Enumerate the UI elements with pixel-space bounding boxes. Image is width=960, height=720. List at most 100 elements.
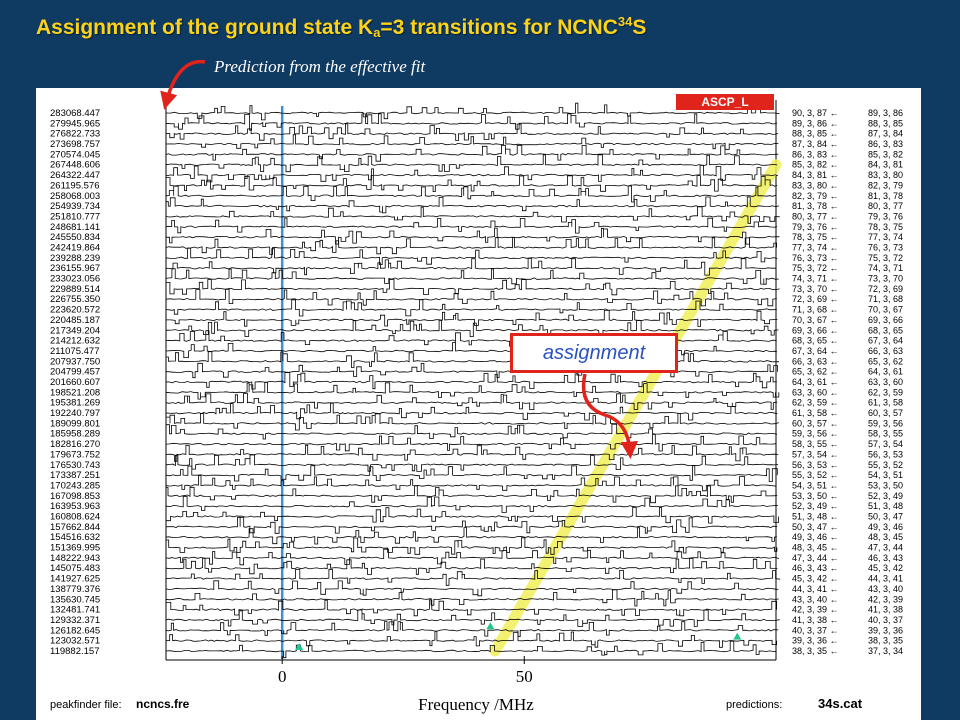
trace-lower-qn-label: 66, 3, 63 ← [792,356,839,366]
trace-frequency-label: 236155.967 [50,263,100,274]
trace-upper-qn-label: 42, 3, 39 [868,594,903,604]
spectrum-trace [165,485,778,504]
spectrum-trace [165,631,777,648]
trace-lower-qn-label: 84, 3, 81 ← [792,170,839,180]
trace-frequency-label: 163953.963 [50,501,100,512]
spectrum-trace [165,320,779,337]
predictions-label: predictions: [726,699,782,711]
spectrum-trace [165,402,778,421]
trace-frequency-label: 148222.943 [50,553,100,564]
trace-upper-qn-label: 62, 3, 59 [868,387,903,397]
trace-lower-qn-label: 50, 3, 47 ← [792,522,839,532]
spectrum-trace [165,257,777,276]
trace-upper-qn-label: 75, 3, 72 [868,253,903,263]
trace-frequency-label: 264322.447 [50,170,100,181]
peakfinder-file-value: ncncs.fre [136,697,190,711]
trace-lower-qn-label: 70, 3, 67 ← [792,315,839,325]
trace-lower-qn-label: 90, 3, 87 ← [792,108,839,118]
trace-upper-qn-label: 59, 3, 56 [868,418,903,428]
trace-upper-qn-label: 56, 3, 53 [868,449,903,459]
trace-upper-qn-label: 71, 3, 68 [868,294,903,304]
slide-title: Assignment of the ground state Ka=3 tran… [36,14,646,40]
spectrum-trace [165,537,778,555]
trace-upper-qn-label: 48, 3, 45 [868,532,903,542]
trace-frequency-label: 154516.632 [50,532,100,543]
spectrum-trace [165,434,777,452]
trace-lower-qn-label: 78, 3, 75 ← [792,232,839,242]
title-superscript: 34 [617,14,633,29]
trace-lower-qn-label: 51, 3, 48 ← [792,512,839,522]
trace-lower-qn-label: 81, 3, 78 ← [792,201,839,211]
trace-upper-qn-label: 52, 3, 49 [868,491,903,501]
trace-upper-qn-label: 51, 3, 48 [868,501,903,511]
trace-upper-qn-label: 67, 3, 64 [868,336,903,346]
trace-upper-qn-label: 46, 3, 43 [868,553,903,563]
spectrum-trace [165,609,780,627]
trace-upper-qn-label: 57, 3, 54 [868,439,903,449]
spectrum-trace [165,496,779,513]
trace-upper-qn-label: 55, 3, 52 [868,460,903,470]
spectrum-trace [165,279,780,296]
peak-marker [733,632,742,640]
trace-frequency-label: 226755.350 [50,294,100,305]
trace-frequency-label: 214212.632 [50,336,100,347]
spectrum-trace [165,444,779,462]
spectrum-trace [165,289,777,307]
title-subscript: a [373,25,381,40]
title-text-post: S [632,16,647,39]
trace-frequency-label: 141927.625 [50,574,100,585]
trace-lower-qn-label: 65, 3, 62 ← [792,367,839,377]
trace-upper-qn-label: 89, 3, 86 [868,108,903,118]
trace-frequency-label: 270574.045 [50,149,100,160]
spectrum-trace [165,164,779,183]
trace-lower-qn-label: 64, 3, 61 ← [792,377,839,387]
spectrum-trace [165,362,778,379]
spectrum-trace [165,516,778,534]
trace-upper-qn-label: 78, 3, 75 [868,222,903,232]
assignment-band [489,159,782,657]
trace-lower-qn-label: 88, 3, 85 ← [792,129,839,139]
trace-lower-qn-label: 76, 3, 73 ← [792,253,839,263]
spectrum-trace [165,175,778,192]
trace-lower-qn-label: 89, 3, 86 ← [792,118,839,128]
trace-upper-qn-label: 66, 3, 63 [868,346,903,356]
trace-upper-qn-label: 70, 3, 67 [868,305,903,315]
spectrum-trace [165,247,778,265]
trace-lower-qn-label: 62, 3, 59 ← [792,398,839,408]
trace-lower-qn-label: 43, 3, 40 ← [792,594,839,604]
trace-upper-qn-label: 38, 3, 35 [868,636,903,646]
trace-frequency-label: 242419.864 [50,243,100,254]
spectrum-trace [166,310,778,327]
trace-upper-qn-label: 39, 3, 36 [868,625,903,635]
trace-lower-qn-label: 40, 3, 37 ← [792,625,839,635]
trace-upper-qn-label: 83, 3, 80 [868,170,903,180]
trace-upper-qn-label: 37, 3, 34 [868,646,903,656]
trace-lower-qn-label: 42, 3, 39 ← [792,605,839,615]
spectrum-trace [165,372,777,390]
trace-frequency-label: 248681.141 [50,222,100,233]
trace-upper-qn-label: 68, 3, 65 [868,325,903,335]
spectrum-trace [165,206,780,224]
predictions-value: 34s.cat [818,696,863,711]
trace-frequency-label: 135630.745 [50,594,100,605]
spectrum-trace [165,382,780,400]
trace-frequency-label: 276822.733 [50,129,100,140]
spectrum-trace [165,589,779,607]
trace-frequency-label: 182816.270 [50,439,100,450]
trace-lower-qn-label: 61, 3, 58 ← [792,408,839,418]
spectrum-trace [165,134,779,150]
spectrum-trace [165,113,778,131]
spectrum-trace [165,506,779,524]
trace-lower-qn-label: 54, 3, 51 ← [792,480,839,490]
trace-frequency-label: 195381.269 [50,398,100,409]
spectrum-trace [165,454,779,472]
trace-lower-qn-label: 74, 3, 71 ← [792,274,839,284]
trace-frequency-label: 123032.571 [50,636,100,647]
trace-frequency-label: 185958.289 [50,429,100,440]
trace-frequency-label: 267448.606 [50,160,100,171]
trace-lower-qn-label: 82, 3, 79 ← [792,191,839,201]
trace-frequency-label: 254939.734 [50,201,100,212]
trace-frequency-label: 273698.757 [50,139,100,150]
trace-lower-qn-label: 87, 3, 84 ← [792,139,839,149]
trace-lower-qn-label: 80, 3, 77 ← [792,211,839,221]
